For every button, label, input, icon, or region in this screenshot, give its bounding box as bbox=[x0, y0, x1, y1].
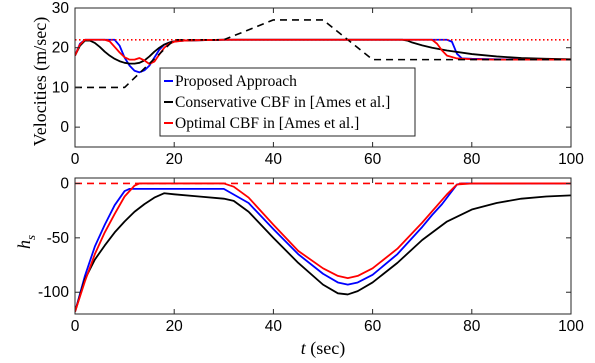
y-axis-label: hs bbox=[14, 235, 38, 249]
x-tick-label: 20 bbox=[166, 151, 184, 168]
y-axis-label: Velocities (m/sec) bbox=[30, 17, 51, 146]
x-tick-label: 0 bbox=[71, 318, 80, 335]
y-tick-label: 0 bbox=[60, 175, 69, 192]
x-axis-label: t (sec) bbox=[301, 338, 346, 359]
series-group bbox=[75, 19, 571, 89]
y-tick-label: 0 bbox=[60, 119, 69, 136]
x-tick-label: 60 bbox=[364, 151, 382, 168]
x-tick-label: 20 bbox=[166, 318, 184, 335]
x-tick-label: 100 bbox=[558, 151, 584, 168]
y-tick-label: 10 bbox=[52, 79, 70, 96]
x-tick-label: 40 bbox=[265, 318, 283, 335]
series-optimal-cbf-in-ames-et-al bbox=[75, 182, 571, 313]
series-conservative-cbf-in-ames-et-al bbox=[75, 192, 571, 313]
axes-box bbox=[74, 7, 572, 148]
legend: Proposed Approach Conservative CBF in [Am… bbox=[159, 67, 416, 137]
barrier-function-panel: 0 20 40 60 80 100 0 -50 -100 hs t (sec) bbox=[14, 175, 584, 359]
legend-entry-conservative-cbf-in-ames-et-al: Conservative CBF in [Ames et al.] bbox=[175, 94, 390, 111]
reference-dashed-line bbox=[75, 19, 571, 89]
y-tick-label: -100 bbox=[38, 284, 69, 301]
x-tick-label: 0 bbox=[71, 151, 80, 168]
y-tick-label: 30 bbox=[52, 0, 70, 17]
x-tick-label: 60 bbox=[364, 318, 382, 335]
legend-entry-proposed-approach: Proposed Approach bbox=[175, 73, 297, 90]
x-tick-label: 80 bbox=[463, 318, 481, 335]
y-tick-label: -50 bbox=[47, 230, 70, 247]
x-tick-label: 40 bbox=[265, 151, 283, 168]
axes-box bbox=[74, 177, 572, 315]
series-optimal-cbf-in-ames-et-al bbox=[75, 38, 571, 65]
x-tick-label: 80 bbox=[463, 151, 481, 168]
legend-box bbox=[159, 67, 416, 137]
y-tick-label: 20 bbox=[52, 40, 70, 57]
legend-entry-optimal-cbf-in-ames-et-al: Optimal CBF in [Ames et al.] bbox=[175, 115, 359, 132]
series-group bbox=[75, 182, 571, 313]
x-tick-label: 100 bbox=[558, 318, 584, 335]
